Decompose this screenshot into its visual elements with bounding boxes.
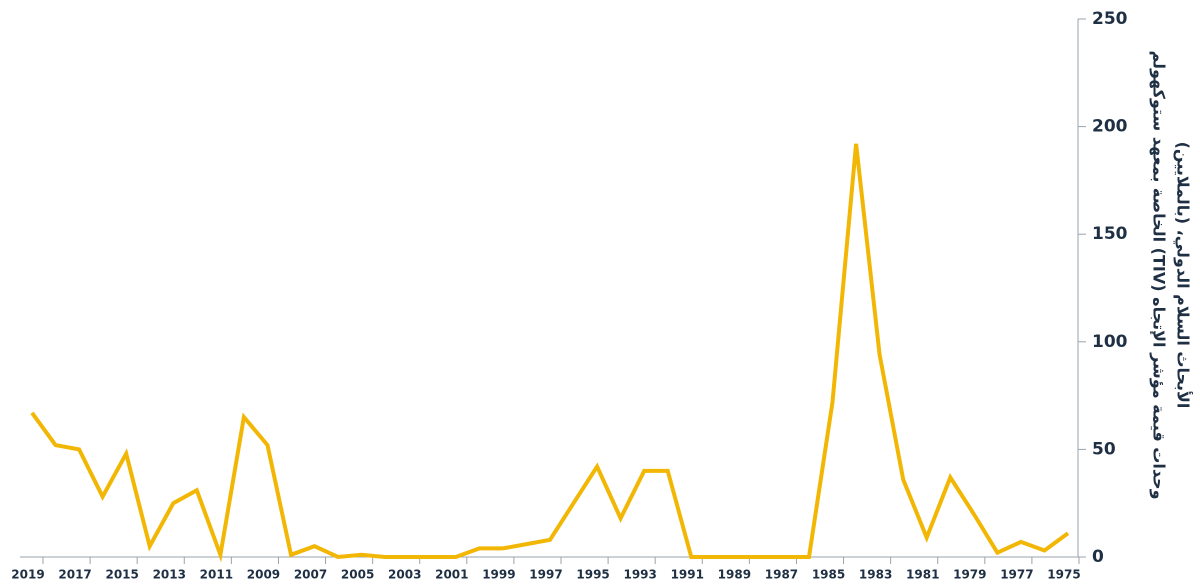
y-tick-label: 0 xyxy=(1092,547,1104,567)
x-tick-label: 2005 xyxy=(341,568,374,582)
y-label-line: وحدات قيمة مؤشر الإتجاه (TIV) الخاصة بمع… xyxy=(1150,50,1169,499)
x-tick-label: 1979 xyxy=(953,568,986,582)
x-tick-label: 1997 xyxy=(529,568,562,582)
x-tick-label: 2009 xyxy=(247,568,280,582)
data-line xyxy=(30,143,1070,563)
x-tick-label: 1975 xyxy=(1047,568,1080,582)
x-tick-label: 1977 xyxy=(1000,568,1033,582)
x-tick-label: 2011 xyxy=(200,568,233,582)
x-tick-label: 1991 xyxy=(671,568,704,582)
x-tick-label: 1989 xyxy=(718,568,751,582)
x-tick-label: 1993 xyxy=(623,568,656,582)
x-tick-label: 2003 xyxy=(388,568,421,582)
y-label-line: الأبحاث السلام الدولي، (بالملايين) xyxy=(1173,142,1193,409)
x-tick-label: 2017 xyxy=(58,568,91,582)
y-tick-label: 50 xyxy=(1092,439,1116,459)
x-tick-label: 2007 xyxy=(294,568,327,582)
x-tick-label: 1995 xyxy=(576,568,609,582)
x-tick-label: 2015 xyxy=(105,568,138,582)
y-tick-label: 200 xyxy=(1092,117,1128,137)
y-axis-label: وحدات قيمة مؤشر الإتجاه (TIV) الخاصة بمع… xyxy=(1150,50,1193,499)
y-tick-label: 100 xyxy=(1092,332,1128,352)
y-tick-label: 150 xyxy=(1092,224,1128,244)
x-tick-label: 2019 xyxy=(11,568,44,582)
x-tick-label: 1983 xyxy=(859,568,892,582)
x-tick-label: 1999 xyxy=(482,568,515,582)
x-tick-label: 2013 xyxy=(153,568,186,582)
x-tick-label: 2001 xyxy=(435,568,468,582)
x-tick-label: 1981 xyxy=(906,568,939,582)
x-tick-label: 1985 xyxy=(812,568,845,582)
x-tick-label: 1987 xyxy=(765,568,798,582)
y-tick-label: 250 xyxy=(1092,9,1128,29)
